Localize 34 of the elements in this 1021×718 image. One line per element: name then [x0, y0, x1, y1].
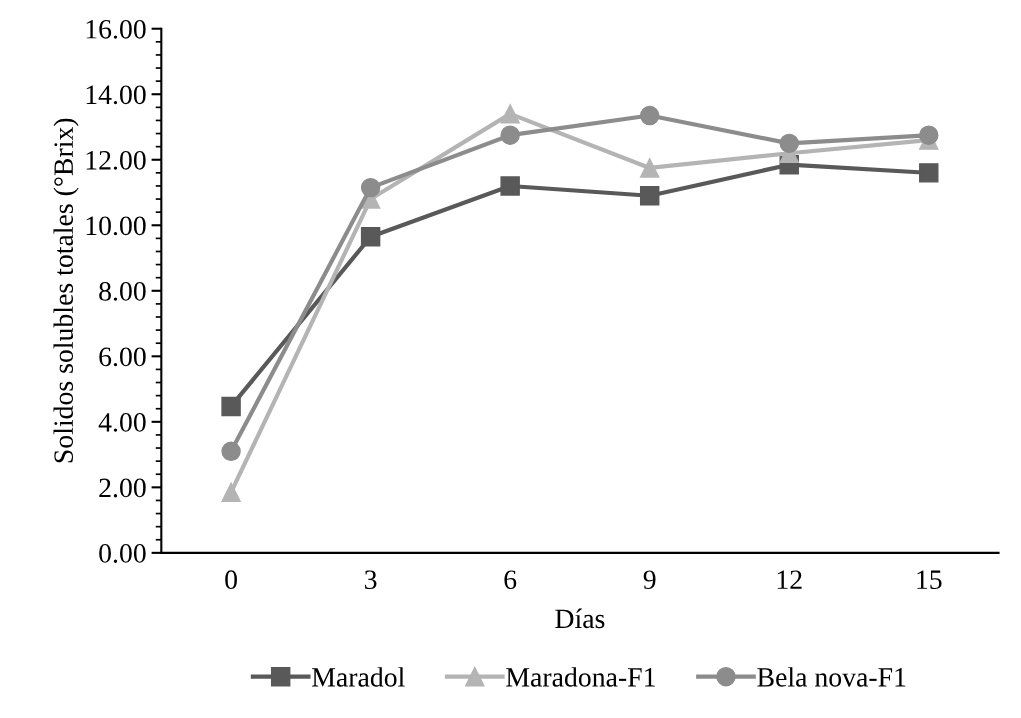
y-tick-label: 10.00: [86, 216, 146, 236]
y-axis-title: Solidos solubles totales (°Brix): [53, 118, 79, 463]
point: [639, 158, 660, 178]
y-tick-label: 4.00: [98, 412, 146, 432]
point: [639, 105, 660, 126]
legend-label: Maradona-F1: [506, 667, 655, 687]
x-tick-label: 15: [917, 570, 942, 590]
point: [360, 227, 381, 247]
legend-label: Maradol: [312, 667, 405, 687]
y-tick-label: 6.00: [99, 347, 146, 367]
point: [500, 176, 520, 196]
y-tick-label: 12.00: [86, 150, 146, 170]
x-axis-title: Días: [555, 608, 605, 629]
point: [221, 396, 241, 417]
x-tick-label: 9: [643, 570, 656, 590]
x-tick-label: 0: [225, 570, 237, 590]
y-tick-label: 8.00: [99, 281, 146, 301]
legend-label: Bela nova-F1: [757, 667, 906, 687]
x-tick-label: 6: [504, 570, 517, 590]
point: [221, 441, 241, 462]
y-tick-label: 14.00: [86, 85, 146, 105]
point: [639, 186, 660, 206]
point: [500, 125, 520, 145]
y-tick-label: 0.00: [99, 544, 146, 563]
point: [779, 133, 799, 154]
point: [919, 125, 939, 145]
y-tick-label: 2.00: [99, 478, 146, 498]
point: [919, 163, 939, 183]
x-tick-label: 3: [365, 570, 377, 590]
point: [221, 482, 241, 502]
y-tick-label: 16.00: [86, 19, 146, 39]
x-tick-label: 12: [777, 570, 802, 589]
point: [360, 177, 381, 198]
point: [500, 104, 520, 124]
